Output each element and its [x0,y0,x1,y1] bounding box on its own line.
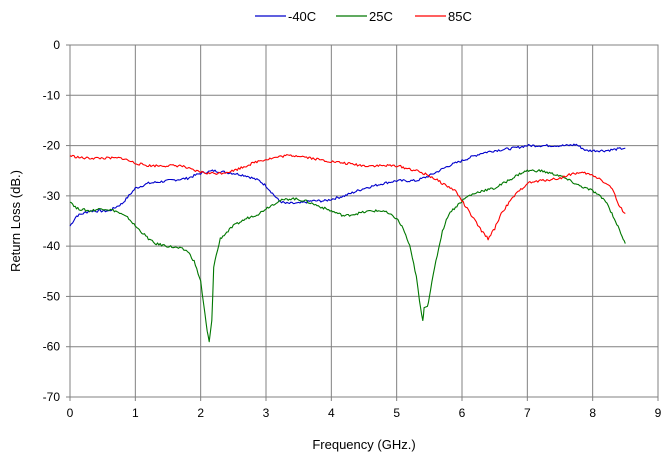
y-tick-labels: 0 -10 -20 -30 -40 -50 -60 -70 [43,38,70,404]
series-line--40C [69,143,626,227]
x-tick-label: 8 [589,406,596,420]
y-tick-label: -30 [43,189,61,203]
x-tick-label: 4 [328,406,335,420]
legend-label-25C: 25C [369,9,393,24]
x-axis-title: Frequency (GHz.) [312,437,415,452]
x-tick-label: 0 [67,406,74,420]
x-tick-label: 7 [524,406,531,420]
y-tick-label: -70 [43,390,61,404]
x-tick-label: 2 [197,406,204,420]
series-layer [69,143,626,343]
y-tick-label: -10 [43,88,61,102]
y-tick-label: -20 [43,139,61,153]
series-line-25C [69,169,626,343]
x-tick-label: 9 [655,406,662,420]
y-tick-label: -50 [43,289,61,303]
x-tick-label: 6 [459,406,466,420]
gridlines [70,45,658,397]
legend: -40C 25C 85C [255,9,472,24]
plot-area-frame [69,44,659,398]
y-tick-label: 0 [53,38,60,52]
x-tick-labels: 0 1 2 3 4 5 6 7 8 9 [67,397,662,420]
x-tick-label: 5 [393,406,400,420]
legend-label-85C: 85C [448,9,472,24]
y-tick-label: -40 [43,239,61,253]
series-line-85C [69,154,626,241]
x-tick-label: 3 [263,406,270,420]
x-tick-label: 1 [132,406,139,420]
y-axis-title: Return Loss (dB.) [8,170,23,272]
legend-label--40C: -40C [288,9,316,24]
y-tick-label: -60 [43,340,61,354]
